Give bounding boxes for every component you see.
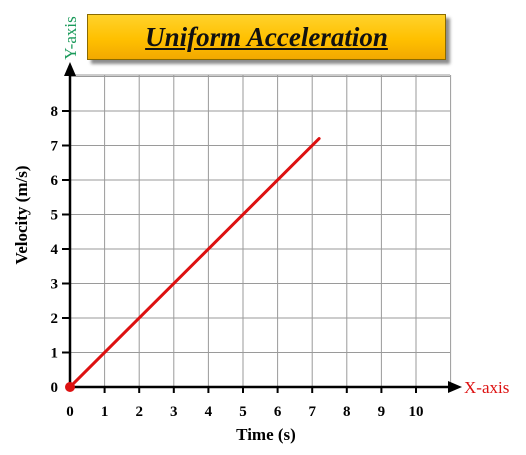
y-axis-arrowhead [64, 62, 76, 76]
grid [70, 74, 452, 387]
y-tick-label: 4 [51, 242, 59, 258]
x-tick-label: 1 [101, 404, 109, 420]
chart-title-box: Uniform Acceleration [87, 14, 446, 60]
data-point [65, 382, 75, 392]
y-tick-label: 6 [51, 173, 59, 189]
x-tick-label: 2 [135, 404, 143, 420]
y-tick-label: 3 [51, 277, 59, 293]
ticks: 0 1 2 3 4 5 6 7 8 9 10 0 1 2 3 4 5 6 7 8 [51, 104, 424, 420]
x-tick-label: 8 [343, 404, 351, 420]
x-tick-label: 6 [274, 404, 282, 420]
y-tick-label: 2 [51, 311, 59, 327]
y-axis-title: Velocity (m/s) [12, 166, 31, 265]
x-tick-label: 5 [239, 404, 247, 420]
x-axis-arrowhead [448, 381, 462, 393]
y-tick-label: 7 [51, 139, 59, 155]
series-line [68, 137, 321, 389]
x-tick-label: 10 [409, 404, 424, 420]
x-tick-label: 0 [66, 404, 74, 420]
x-axis-title: Time (s) [236, 425, 296, 444]
y-axis-name: Y-axis [61, 16, 80, 59]
axes [64, 62, 462, 393]
series [65, 137, 321, 392]
x-tick-label: 9 [378, 404, 386, 420]
chart-title: Uniform Acceleration [145, 21, 388, 52]
y-tick-label: 8 [51, 104, 59, 120]
x-tick-label: 4 [205, 404, 213, 420]
y-tick-label: 1 [51, 346, 59, 362]
x-tick-label: 3 [170, 404, 178, 420]
x-tick-label: 7 [308, 404, 316, 420]
y-tick-label: 5 [51, 208, 59, 224]
y-tick-label: 0 [51, 380, 59, 396]
x-axis-name: X-axis [464, 378, 509, 397]
